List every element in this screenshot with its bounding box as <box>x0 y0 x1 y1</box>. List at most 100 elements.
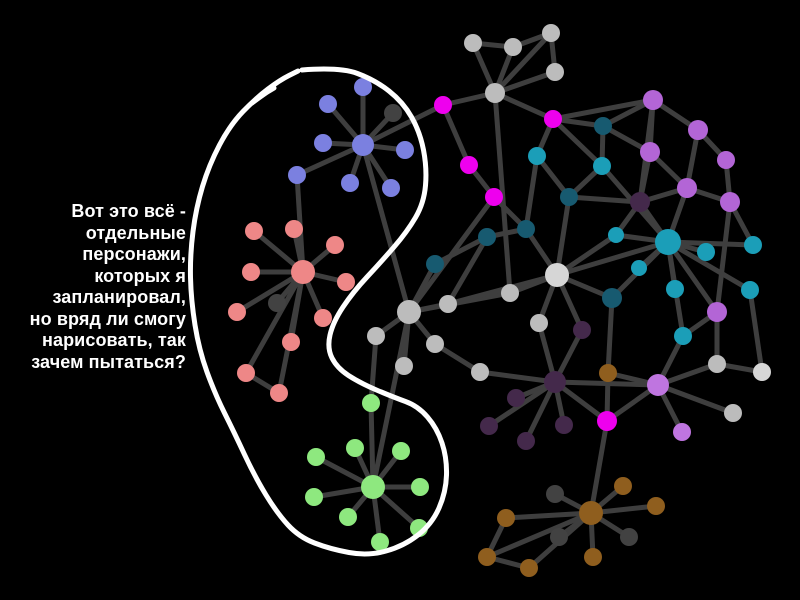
node-teal-3[interactable] <box>631 260 647 276</box>
node-dpurple-2[interactable] <box>507 389 525 407</box>
node-brown-2[interactable] <box>647 497 665 515</box>
node-blue-hub[interactable] <box>352 134 374 156</box>
node-pink-10[interactable] <box>270 384 288 402</box>
node-teal-hub[interactable] <box>655 229 681 255</box>
node-pink-7[interactable] <box>314 309 332 327</box>
node-blue-4[interactable] <box>288 166 306 184</box>
node-green-1[interactable] <box>362 394 380 412</box>
node-brown-3[interactable] <box>584 548 602 566</box>
node-gray-1[interactable] <box>439 295 457 313</box>
node-teal-7[interactable] <box>608 227 624 243</box>
node-top-4[interactable] <box>546 63 564 81</box>
node-magenta-4[interactable] <box>485 188 503 206</box>
node-brown-4[interactable] <box>497 509 515 527</box>
node-purple-5[interactable] <box>677 178 697 198</box>
node-gray-3[interactable] <box>395 357 413 375</box>
node-green-5[interactable] <box>305 488 323 506</box>
node-pink-2[interactable] <box>285 220 303 238</box>
node-teal-4[interactable] <box>666 280 684 298</box>
node-teal-8[interactable] <box>528 147 546 165</box>
node-gray-4[interactable] <box>426 335 444 353</box>
node-green-2[interactable] <box>346 439 364 457</box>
node-top-hub[interactable] <box>485 83 505 103</box>
node-brown-5[interactable] <box>478 548 496 566</box>
node-pink-6[interactable] <box>228 303 246 321</box>
node-green-4[interactable] <box>307 448 325 466</box>
node-gray-big[interactable] <box>545 263 569 287</box>
node-pink-3[interactable] <box>326 236 344 254</box>
node-top-1[interactable] <box>464 34 482 52</box>
graph-edge <box>440 102 472 168</box>
node-violet-1[interactable] <box>673 423 691 441</box>
node-magenta-1[interactable] <box>434 96 452 114</box>
node-teal-1[interactable] <box>697 243 715 261</box>
node-blue-6[interactable] <box>382 179 400 197</box>
node-bdark-2[interactable] <box>550 528 568 546</box>
node-pink-8[interactable] <box>282 333 300 351</box>
graph-edge <box>550 97 656 122</box>
node-rgray-2[interactable] <box>753 363 771 381</box>
node-blue-5[interactable] <box>341 174 359 192</box>
node-green-hub[interactable] <box>361 475 385 499</box>
node-teal-9[interactable] <box>593 157 611 175</box>
node-magenta-3[interactable] <box>460 156 478 174</box>
node-brown-6[interactable] <box>520 559 538 577</box>
node-brown-7[interactable] <box>599 364 617 382</box>
node-dpurple-4[interactable] <box>517 432 535 450</box>
node-teal-6[interactable] <box>674 327 692 345</box>
node-pink-dark[interactable] <box>268 294 286 312</box>
node-bdark-1[interactable] <box>546 485 564 503</box>
node-gray-5[interactable] <box>471 363 489 381</box>
node-dpurple-6[interactable] <box>573 321 591 339</box>
node-blue-1[interactable] <box>354 78 372 96</box>
node-brown-hub[interactable] <box>579 501 603 525</box>
node-rgray-3[interactable] <box>724 404 742 422</box>
node-magenta-2[interactable] <box>544 110 562 128</box>
node-dteal-3[interactable] <box>517 220 535 238</box>
node-gray-2[interactable] <box>367 327 385 345</box>
node-dteal-5[interactable] <box>426 255 444 273</box>
graph-edge <box>492 69 558 96</box>
node-purple-4[interactable] <box>717 151 735 169</box>
node-purple-3[interactable] <box>640 142 660 162</box>
node-dteal-2[interactable] <box>560 188 578 206</box>
node-rgray-1[interactable] <box>708 355 726 373</box>
node-blue-3[interactable] <box>314 134 332 152</box>
node-green-3[interactable] <box>392 442 410 460</box>
node-purple-7[interactable] <box>707 302 727 322</box>
node-pink-4[interactable] <box>242 263 260 281</box>
node-purple-1[interactable] <box>643 90 663 110</box>
graph-edge <box>665 239 756 248</box>
node-dpurple-3[interactable] <box>480 417 498 435</box>
node-green-9[interactable] <box>371 533 389 551</box>
node-teal-5[interactable] <box>741 281 759 299</box>
node-dpurple-1[interactable] <box>630 192 650 212</box>
node-gray-7[interactable] <box>530 314 548 332</box>
node-violet-hub[interactable] <box>647 374 669 396</box>
node-dpurple-5[interactable] <box>555 416 573 434</box>
node-gray-6[interactable] <box>501 284 519 302</box>
node-blue-2[interactable] <box>319 95 337 113</box>
node-blue-7[interactable] <box>396 141 414 159</box>
node-gray-hub[interactable] <box>397 300 421 324</box>
node-top-2[interactable] <box>504 38 522 56</box>
node-purple-6[interactable] <box>720 192 740 212</box>
node-pink-5[interactable] <box>337 273 355 291</box>
node-dteal-1[interactable] <box>594 117 612 135</box>
node-blue-dark[interactable] <box>384 104 402 122</box>
node-dteal-4[interactable] <box>478 228 496 246</box>
node-green-6[interactable] <box>411 478 429 496</box>
node-dpurple-hub[interactable] <box>544 371 566 393</box>
lasso-tail <box>249 85 277 106</box>
node-pink-1[interactable] <box>245 222 263 240</box>
node-pink-hub[interactable] <box>291 260 315 284</box>
node-magenta-5[interactable] <box>597 411 617 431</box>
node-top-3[interactable] <box>542 24 560 42</box>
node-purple-2[interactable] <box>688 120 708 140</box>
node-pink-9[interactable] <box>237 364 255 382</box>
node-teal-2[interactable] <box>744 236 762 254</box>
node-bdark-3[interactable] <box>620 528 638 546</box>
node-green-7[interactable] <box>339 508 357 526</box>
node-dteal-6[interactable] <box>602 288 622 308</box>
node-brown-1[interactable] <box>614 477 632 495</box>
